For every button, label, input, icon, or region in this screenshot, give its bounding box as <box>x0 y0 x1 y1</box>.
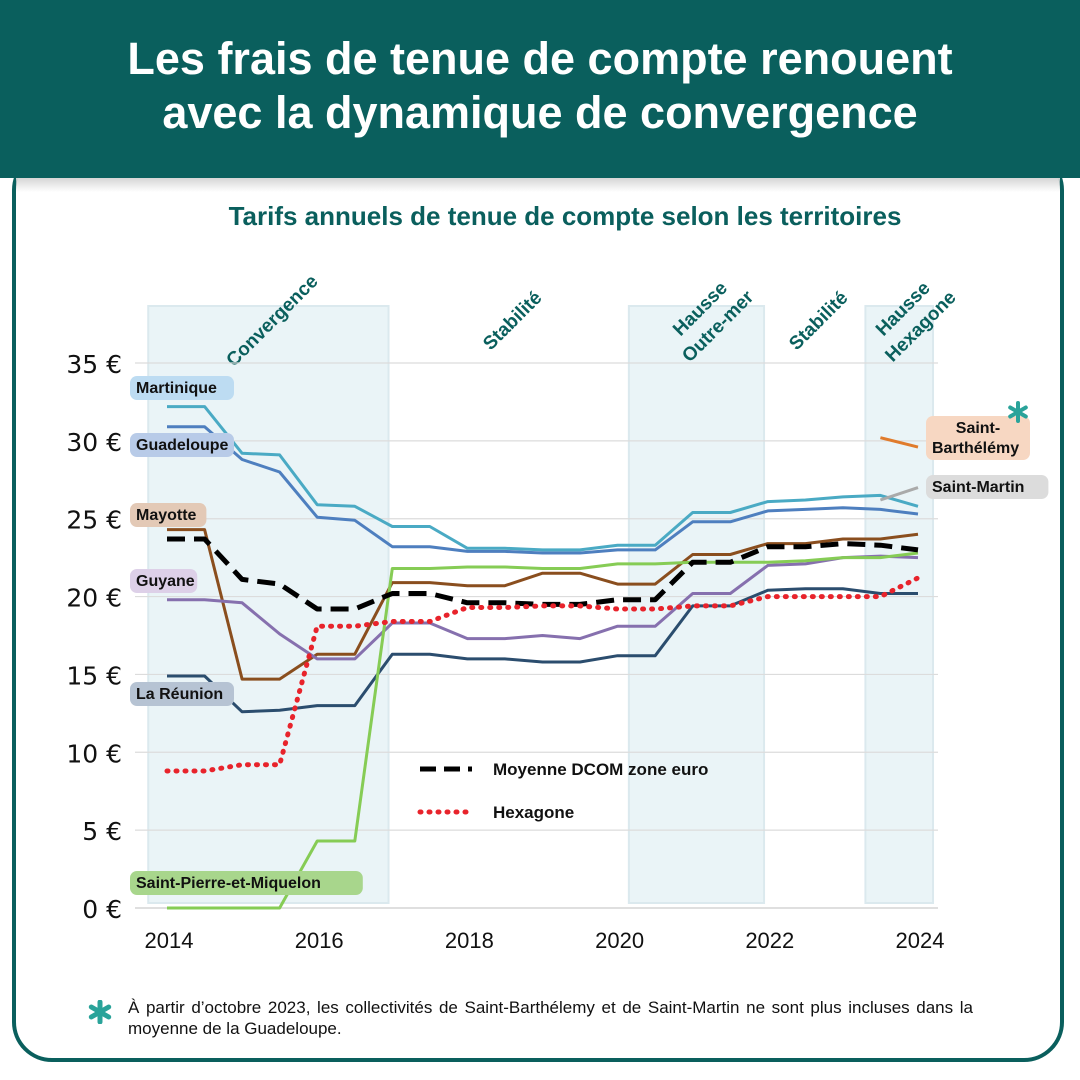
x-tick-label: 2024 <box>896 928 945 953</box>
y-tick-label: 15 € <box>66 661 122 690</box>
series-label-bg <box>926 416 1030 460</box>
series-label-bg <box>130 376 234 400</box>
series-label-bg <box>130 503 207 527</box>
x-tick-label: 2016 <box>295 928 344 953</box>
series-label-text: Saint-Pierre-et-Miquelon <box>136 875 321 892</box>
period-label-line: Stabilité <box>785 288 852 355</box>
footnote: À partir d’octobre 2023, les collectivit… <box>128 998 973 1038</box>
chart-title: Tarifs annuels de tenue de compte selon … <box>228 201 902 231</box>
legend-label: Moyenne DCOM zone euro <box>493 760 708 779</box>
series-line-2 <box>167 528 919 681</box>
x-tick-label: 2014 <box>145 928 194 953</box>
y-tick-label: 10 € <box>66 739 122 768</box>
page-title-line1: Les frais de tenue de compte renouent <box>127 33 953 84</box>
series-label-2: Mayotte <box>130 503 207 527</box>
series-label-text: Mayotte <box>136 507 197 524</box>
series-line-6 <box>880 436 919 449</box>
series-label-0: Martinique <box>130 376 234 400</box>
asterisk-icon <box>88 1000 112 1024</box>
y-tick-label: 5 € <box>82 817 122 846</box>
series-label-bg <box>926 475 1049 499</box>
series-label-7: Saint-Martin <box>926 475 1049 499</box>
series-line-7 <box>879 486 919 502</box>
series-label-bg <box>130 569 198 593</box>
x-tick-label: 2018 <box>445 928 494 953</box>
period-label-1: Stabilité <box>479 288 546 355</box>
page-title: Les frais de tenue de compte renouent av… <box>40 32 1040 140</box>
series-line-1 <box>167 425 919 555</box>
series-label-4: La Réunion <box>130 682 234 706</box>
series-label-3: Guyane <box>130 569 198 593</box>
series-label-text: Martinique <box>136 380 217 397</box>
series-label-bg <box>130 433 234 457</box>
series-label-text: Guadeloupe <box>136 437 229 454</box>
series-line-0 <box>167 405 919 552</box>
series-line-9 <box>164 575 921 774</box>
series-label-text: Barthélémy <box>932 440 1019 457</box>
series-label-bg <box>130 871 363 895</box>
series-label-1: Guadeloupe <box>130 433 234 457</box>
y-tick-label: 30 € <box>66 428 122 457</box>
x-tick-label: 2020 <box>595 928 644 953</box>
series-label-text: Saint- <box>956 420 1000 437</box>
y-tick-label: 20 € <box>66 584 122 613</box>
y-tick-label: 25 € <box>66 506 122 535</box>
series-label-6: Saint- Barthélémy <box>926 416 1030 460</box>
header-banner: Les frais de tenue de compte renouent av… <box>0 0 1080 178</box>
period-label-line: Stabilité <box>479 288 546 355</box>
series-label-text: La Réunion <box>136 686 223 703</box>
asterisk-icon <box>1008 401 1028 423</box>
series-label-5: Saint-Pierre-et-Miquelon <box>130 871 363 895</box>
y-tick-label: 35 € <box>66 350 122 379</box>
series-line-4 <box>167 587 918 714</box>
period-label-3: Stabilité <box>785 288 852 355</box>
series-label-bg <box>130 682 234 706</box>
asterisk-stroke <box>1008 405 1028 419</box>
legend-label: Hexagone <box>493 803 574 822</box>
page-title-line2: avec la dynamique de convergence <box>162 87 918 138</box>
series-label-text: Guyane <box>136 573 195 590</box>
y-tick-label: 0 € <box>82 895 122 924</box>
x-tick-label: 2022 <box>745 928 794 953</box>
series-line-3 <box>167 554 919 661</box>
header-shadow <box>16 178 1060 192</box>
series-label-text: Saint-Martin <box>932 479 1024 496</box>
period-band-4 <box>864 305 935 904</box>
